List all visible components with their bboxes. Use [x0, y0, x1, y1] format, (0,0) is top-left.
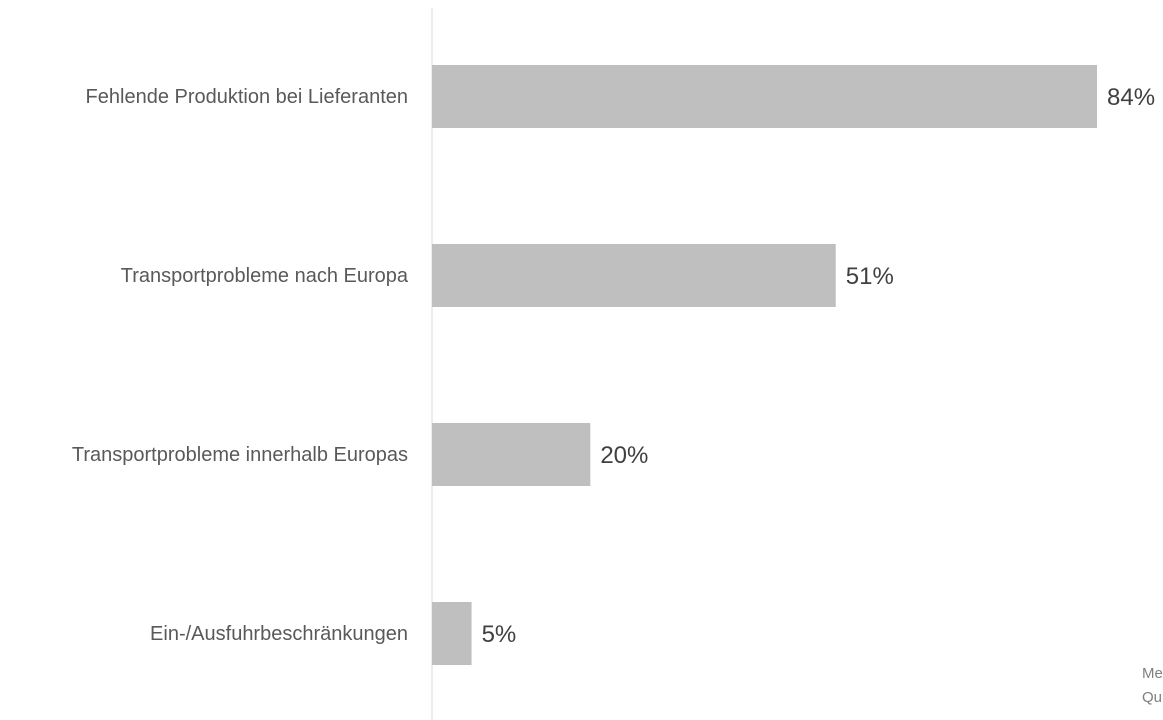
category-label: Fehlende Produktion bei Lieferanten [86, 86, 408, 108]
source-note: Qu [1142, 689, 1162, 706]
bar [432, 602, 472, 665]
category-label: Transportprobleme innerhalb Europas [72, 444, 408, 466]
value-label: 5% [482, 621, 517, 648]
value-label: 84% [1107, 84, 1155, 111]
bar [432, 423, 591, 486]
category-label: Ein-/Ausfuhrbeschränkungen [150, 623, 408, 645]
value-label: 20% [600, 442, 648, 469]
bar [432, 65, 1097, 128]
category-label: Transportprobleme nach Europa [121, 265, 409, 287]
bar [432, 244, 836, 307]
source-note: Me [1142, 665, 1163, 682]
value-label: 51% [846, 263, 894, 290]
